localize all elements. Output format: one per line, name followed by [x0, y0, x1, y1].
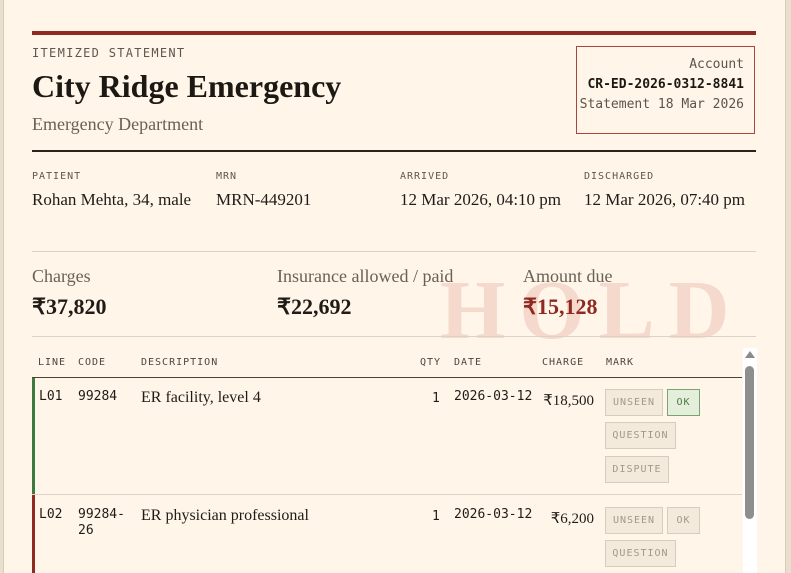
charges-value: ₹37,820 — [32, 294, 107, 319]
mrn-label: MRN — [216, 171, 238, 182]
row-description: ER physician professional — [141, 507, 309, 524]
facility-title: City Ridge Emergency — [32, 68, 342, 104]
row-line: L01 — [39, 389, 63, 404]
discharged-label: DISCHARGED — [584, 171, 655, 182]
mark-unseen-button[interactable]: UNSEEN — [605, 389, 663, 416]
statement-date: Statement 18 Mar 2026 — [579, 97, 744, 112]
account-number: CR-ED-2026-0312-8841 — [587, 77, 744, 92]
mark-question-button[interactable]: QUESTION — [605, 422, 676, 449]
row-line: L02 — [39, 507, 63, 522]
col-header-code: CODE — [78, 357, 107, 368]
insurance-value: ₹22,692 — [277, 294, 352, 319]
arrived-value: 12 Mar 2026, 04:10 pm — [400, 190, 562, 209]
mark-ok-button[interactable]: OK — [667, 389, 700, 416]
arrived-label: ARRIVED — [400, 171, 450, 182]
row-status-bar — [32, 495, 35, 573]
statement-sheet: ITEMIZED STATEMENT City Ridge Emergency … — [3, 0, 786, 573]
mark-question-button[interactable]: QUESTION — [605, 540, 676, 567]
col-header-date: DATE — [454, 357, 483, 368]
mark-unseen-button[interactable]: UNSEEN — [605, 507, 663, 534]
table-row — [32, 495, 742, 573]
row-code: 99284-26 — [78, 507, 125, 538]
mark-ok-button[interactable]: OK — [667, 507, 700, 534]
scroll-up-arrow-icon[interactable] — [745, 351, 755, 358]
col-header-description: DESCRIPTION — [141, 357, 219, 368]
mrn-value: MRN-449201 — [216, 190, 312, 209]
header-accent-bar — [32, 31, 756, 35]
col-header-charge: CHARGE — [542, 357, 585, 368]
department-name: Emergency Department — [32, 114, 204, 134]
row-code: 99284 — [78, 389, 118, 404]
header-divider — [32, 150, 756, 152]
col-header-line: LINE — [38, 357, 67, 368]
row-qty: 1 — [432, 391, 440, 406]
mark-dispute-button[interactable]: DISPUTE — [605, 456, 669, 483]
amount-due-label: Amount due — [523, 266, 613, 286]
row-date: 2026-03-12 — [454, 389, 533, 404]
row-description: ER facility, level 4 — [141, 389, 261, 406]
insurance-label: Insurance allowed / paid — [277, 266, 454, 286]
account-box: Account CR-ED-2026-0312-8841 Statement 1… — [576, 46, 755, 134]
row-qty: 1 — [432, 509, 440, 524]
summary-divider — [32, 336, 756, 337]
charges-label: Charges — [32, 266, 91, 286]
statement-eyebrow: ITEMIZED STATEMENT — [32, 46, 186, 60]
table-header-rule — [32, 377, 742, 378]
col-header-mark: MARK — [606, 357, 635, 368]
meta-divider — [32, 251, 756, 252]
row-status-bar — [32, 378, 35, 495]
row-date: 2026-03-12 — [454, 507, 533, 522]
patient-label: PATIENT — [32, 171, 82, 182]
row-charge: ₹18,500 — [543, 393, 594, 409]
scrollbar-thumb[interactable] — [745, 366, 754, 519]
row-divider — [32, 494, 742, 495]
col-header-qty: QTY — [420, 357, 442, 368]
patient-value: Rohan Mehta, 34, male — [32, 190, 192, 209]
table-row — [32, 378, 742, 495]
account-label: Account — [689, 57, 744, 72]
row-charge: ₹6,200 — [550, 511, 594, 527]
amount-due-value: ₹15,128 — [523, 294, 598, 319]
discharged-value: 12 Mar 2026, 07:40 pm — [584, 190, 746, 209]
